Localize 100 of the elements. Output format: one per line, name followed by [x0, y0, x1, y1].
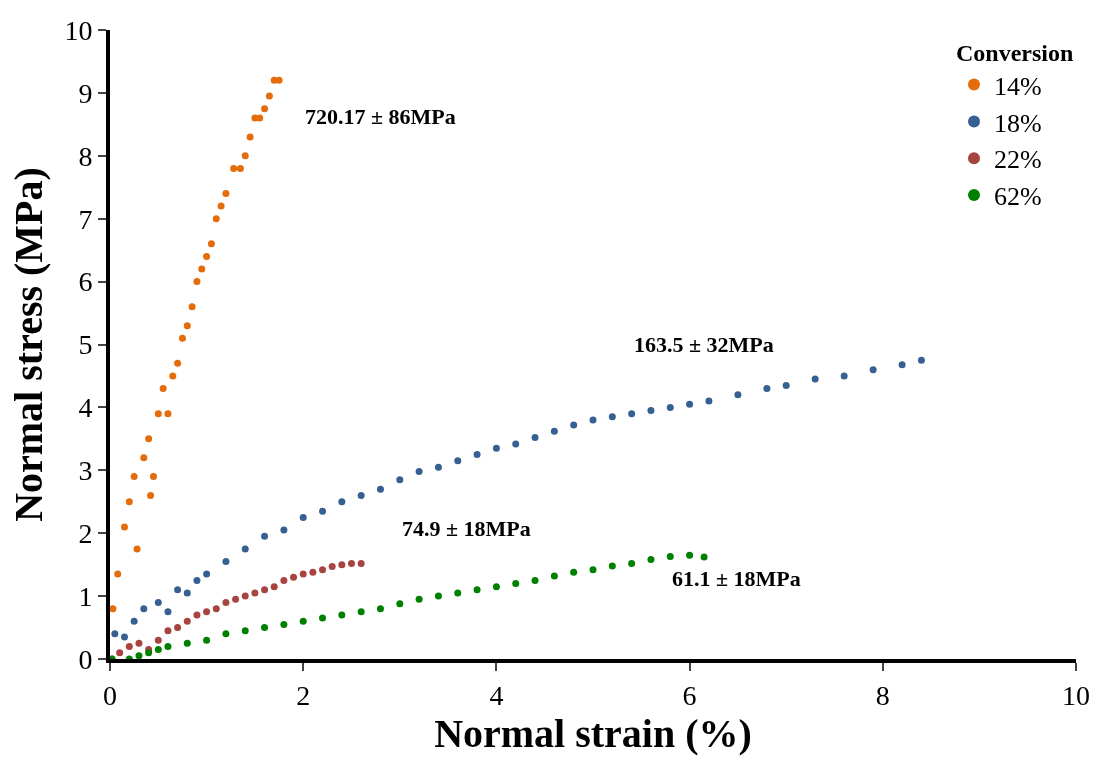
point — [840, 372, 848, 380]
point — [203, 252, 211, 260]
point — [280, 620, 288, 628]
point — [130, 617, 138, 625]
point — [434, 592, 442, 600]
point — [174, 359, 182, 367]
point — [454, 589, 462, 597]
y-tick-label: 0 — [78, 643, 93, 675]
point — [415, 468, 423, 476]
point — [174, 624, 182, 632]
point — [261, 624, 269, 632]
point — [203, 570, 211, 578]
point — [319, 507, 327, 515]
point — [232, 595, 240, 603]
point — [193, 576, 201, 584]
legend-label: 62% — [994, 182, 1042, 212]
point — [589, 566, 597, 574]
point — [120, 523, 128, 531]
point — [116, 649, 124, 657]
point — [348, 559, 355, 567]
point — [164, 608, 172, 616]
point — [135, 652, 143, 659]
point — [338, 498, 346, 506]
point — [917, 356, 925, 364]
point — [492, 583, 500, 591]
x-tick-label: 0 — [103, 679, 117, 711]
point — [338, 561, 346, 569]
annotation: 163.5 ± 32MPa — [634, 332, 774, 357]
point — [415, 595, 423, 603]
point — [183, 589, 191, 597]
point — [159, 385, 167, 393]
point — [299, 513, 307, 521]
point — [183, 617, 191, 625]
point — [133, 545, 141, 553]
point — [608, 562, 616, 570]
x-tick-label: 10 — [1062, 679, 1090, 711]
point — [531, 576, 539, 584]
point — [145, 435, 153, 443]
point — [114, 570, 122, 578]
point — [570, 568, 578, 576]
point — [280, 526, 288, 534]
point — [125, 498, 133, 506]
point — [212, 605, 220, 613]
legend-label: 22% — [994, 145, 1042, 175]
point — [550, 427, 558, 435]
x-tick-label: 4 — [489, 679, 504, 711]
point — [241, 545, 249, 553]
point — [608, 413, 616, 421]
point — [647, 407, 655, 415]
point — [125, 642, 133, 650]
y-axis-title: Normal stress (MPa) — [6, 167, 52, 522]
point — [357, 559, 365, 567]
point — [666, 552, 674, 560]
point — [299, 570, 307, 578]
point — [898, 361, 906, 369]
x-tick-label: 2 — [296, 679, 311, 711]
point — [203, 608, 211, 616]
point — [280, 576, 288, 584]
y-tick-label: 3 — [78, 455, 93, 487]
point — [256, 114, 264, 122]
y-tick-label: 1 — [78, 580, 93, 612]
point — [183, 322, 191, 330]
point — [130, 473, 138, 481]
y-tick-label: 7 — [78, 203, 93, 235]
point — [120, 633, 128, 641]
point — [686, 400, 694, 408]
point — [275, 76, 283, 84]
point — [589, 416, 597, 424]
point — [246, 133, 254, 141]
point — [212, 215, 220, 223]
point — [647, 556, 655, 564]
point — [261, 586, 269, 594]
point — [222, 558, 230, 566]
point — [299, 617, 307, 625]
point — [628, 410, 636, 418]
point — [700, 553, 708, 561]
y-tick-label: 6 — [78, 266, 93, 298]
y-tick-label: 8 — [78, 140, 93, 172]
point — [188, 303, 196, 311]
point — [222, 598, 230, 606]
point — [193, 278, 201, 286]
point — [183, 639, 191, 647]
point — [154, 636, 162, 644]
point — [734, 391, 742, 399]
point — [140, 605, 148, 613]
point — [454, 457, 462, 465]
point — [207, 240, 215, 248]
y-tick-label: 5 — [78, 329, 93, 361]
point — [270, 583, 278, 591]
annotation: 720.17 ± 86MPa — [305, 104, 456, 129]
point — [261, 532, 269, 540]
annotation: 61.1 ± 18MPa — [672, 566, 801, 591]
point — [319, 566, 327, 574]
point — [319, 614, 327, 622]
y-tick-label: 10 — [64, 14, 93, 46]
point — [473, 586, 481, 594]
point — [178, 334, 186, 342]
point — [241, 592, 249, 600]
point — [357, 608, 365, 616]
point — [149, 473, 157, 481]
